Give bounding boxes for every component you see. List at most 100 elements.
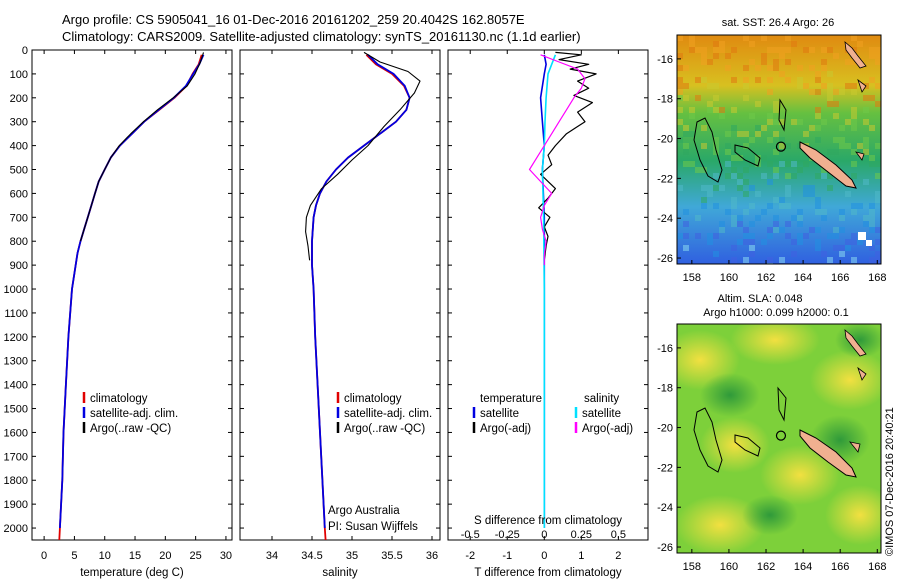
sst-map-title: sat. SST: 26.4 Argo: 26 bbox=[722, 17, 835, 29]
title-line-1: Argo profile: CS 5905041_16 01-Dec-2016 … bbox=[62, 12, 525, 27]
bathymetry-contour bbox=[693, 407, 723, 473]
loyalty-islands-land bbox=[855, 151, 865, 161]
salinity-axis-label: salinity bbox=[322, 567, 357, 579]
series-line-0 bbox=[58, 54, 203, 541]
vanuatu-land bbox=[844, 329, 867, 357]
map-y-tick-label: -20 bbox=[657, 134, 673, 146]
depth-tick-label: 900 bbox=[10, 260, 28, 272]
vanuatu-land bbox=[857, 78, 867, 93]
x-tick-label: 30 bbox=[220, 550, 232, 562]
x-tick-label: 10 bbox=[99, 550, 111, 562]
map-x-tick-label: 168 bbox=[868, 272, 886, 284]
depth-tick-label: 300 bbox=[10, 117, 28, 129]
series-line-1 bbox=[59, 54, 205, 529]
argo-australia-note: Argo Australia bbox=[328, 505, 400, 517]
imos-timestamp: ©IMOS 07-Dec-2016 20:40:21 bbox=[884, 407, 896, 556]
bathymetry-contour bbox=[778, 98, 787, 132]
argo-position-marker bbox=[775, 430, 787, 441]
map-x-tick-label: 168 bbox=[868, 561, 886, 573]
title-line-2: Climatology: CARS2009. Satellite-adjuste… bbox=[62, 29, 581, 44]
top-tick-label: 0.25 bbox=[571, 529, 592, 541]
vanuatu-land bbox=[857, 366, 867, 381]
x-tick-label: 0 bbox=[541, 550, 547, 562]
map-y-tick-label: -24 bbox=[657, 213, 673, 225]
map-y-tick-label: -22 bbox=[657, 462, 673, 474]
bathymetry-contour bbox=[777, 386, 787, 422]
top-tick-label: 0 bbox=[541, 529, 547, 541]
loyalty-islands-land bbox=[849, 441, 861, 453]
map-x-tick-label: 158 bbox=[683, 272, 701, 284]
series-line-22 bbox=[541, 54, 557, 528]
depth-tick-label: 1800 bbox=[4, 475, 28, 487]
bathymetry-contour bbox=[734, 434, 761, 457]
depth-tick-label: 0 bbox=[22, 45, 28, 57]
depth-tick-label: 1000 bbox=[4, 284, 28, 296]
salinity-legend: climatology satellite-adj. clim. Argo(..… bbox=[328, 392, 432, 533]
legend-heading-salinity: salinity bbox=[584, 393, 619, 405]
depth-tick-label: 800 bbox=[10, 236, 28, 248]
depth-tick-label: 1500 bbox=[4, 404, 28, 416]
map-x-tick-label: 164 bbox=[794, 272, 812, 284]
x-tick-label: 15 bbox=[129, 550, 141, 562]
depth-tick-label: 1400 bbox=[4, 380, 28, 392]
temperature-panel-frame bbox=[31, 49, 233, 541]
x-tick-label: -1 bbox=[502, 550, 512, 562]
x-tick-label: 34 bbox=[266, 550, 278, 562]
bathymetry-contour bbox=[734, 144, 761, 167]
depth-tick-label: 100 bbox=[10, 69, 28, 81]
temperature-chart: 0 5 10 15 20 25 30 bbox=[41, 50, 232, 562]
x-tick-label: 35.5 bbox=[381, 550, 402, 562]
depth-tick-label: 1100 bbox=[4, 308, 28, 320]
new-caledonia-land bbox=[799, 429, 857, 478]
map-x-tick-label: 158 bbox=[683, 561, 701, 573]
bathymetry-contour bbox=[693, 117, 723, 183]
legend-label-argo: Argo(..raw -QC) bbox=[90, 423, 171, 435]
map-x-tick-label: 162 bbox=[757, 272, 775, 284]
map-y-tick-label: -26 bbox=[657, 542, 673, 554]
sla-map: Altim. SLA: 0.048 Argo h1000: 0.099 h200… bbox=[657, 293, 886, 573]
depth-tick-label: 1300 bbox=[4, 356, 28, 368]
salinity-chart: 34 34.5 35 35.5 36 bbox=[266, 50, 438, 562]
top-tick-label: -0.25 bbox=[495, 529, 520, 541]
depth-tick-label: 400 bbox=[10, 141, 28, 153]
x-tick-label: 0 bbox=[41, 550, 47, 562]
map-y-tick-label: -20 bbox=[657, 423, 673, 435]
legend-label-sal-satellite: satellite bbox=[582, 408, 621, 420]
sla-map-title: Altim. SLA: 0.048 bbox=[718, 293, 803, 305]
map-x-tick-label: 164 bbox=[794, 561, 812, 573]
map-y-tick-label: -24 bbox=[657, 502, 673, 514]
depth-tick-label: 1200 bbox=[4, 332, 28, 344]
map-x-tick-label: 162 bbox=[757, 561, 775, 573]
vanuatu-land bbox=[844, 41, 867, 69]
legend-label-sal-argo: Argo(-adj) bbox=[582, 423, 633, 435]
legend-label-temp-satellite: satellite bbox=[480, 408, 519, 420]
sla-map-frame bbox=[676, 323, 882, 554]
difference-panel-frame bbox=[447, 49, 649, 541]
map-y-tick-label: -16 bbox=[657, 54, 673, 66]
x-tick-label: 5 bbox=[71, 550, 77, 562]
difference-legend: temperature salinity satellite Argo(-adj… bbox=[472, 393, 633, 435]
series-line-12 bbox=[305, 51, 421, 261]
t-difference-axis-label: T difference from climatology bbox=[474, 567, 621, 579]
map-y-tick-label: -18 bbox=[657, 383, 673, 395]
x-tick-label: 25 bbox=[190, 550, 202, 562]
map-y-tick-label: -16 bbox=[657, 343, 673, 355]
difference-chart: -2 -1 0 1 2 -0.5 -0.25 0 0.25 0.5 bbox=[461, 50, 626, 562]
map-x-tick-label: 160 bbox=[720, 272, 738, 284]
x-tick-label: 1 bbox=[578, 550, 584, 562]
map-x-tick-label: 166 bbox=[831, 272, 849, 284]
series-line-10 bbox=[311, 54, 411, 541]
series-line-23 bbox=[528, 54, 586, 266]
s-difference-axis-label: S difference from climatology bbox=[474, 515, 622, 527]
legend-label-argo: Argo(..raw -QC) bbox=[344, 423, 425, 435]
series-line-21 bbox=[538, 51, 597, 261]
depth-tick-label: 200 bbox=[10, 93, 28, 105]
sla-map-subtitle: Argo h1000: 0.099 h2000: 0.1 bbox=[703, 307, 849, 319]
pi-note: PI: Susan Wijffels bbox=[328, 521, 418, 533]
legend-label-satellite: satellite-adj. clim. bbox=[344, 408, 432, 420]
x-tick-label: 34.5 bbox=[301, 550, 322, 562]
depth-tick-label: 1600 bbox=[4, 427, 28, 439]
temperature-axis-label: temperature (deg C) bbox=[80, 567, 184, 579]
legend-label-satellite: satellite-adj. clim. bbox=[90, 408, 178, 420]
depth-tick-label: 700 bbox=[10, 212, 28, 224]
